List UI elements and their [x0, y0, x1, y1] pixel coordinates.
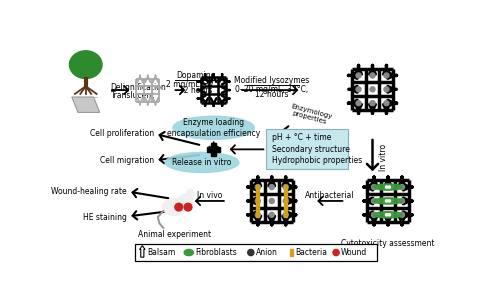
Text: Wound: Wound — [340, 248, 367, 257]
Circle shape — [386, 186, 388, 188]
Circle shape — [370, 101, 375, 106]
Text: Wound-healing rate: Wound-healing rate — [51, 187, 127, 196]
Circle shape — [269, 199, 274, 204]
Text: Dopamine: Dopamine — [176, 71, 216, 80]
Text: Cell migration: Cell migration — [100, 156, 154, 165]
Text: Anion: Anion — [256, 248, 278, 257]
Ellipse shape — [374, 184, 402, 190]
Text: Antibacterial: Antibacterial — [305, 191, 354, 200]
FancyBboxPatch shape — [266, 129, 348, 169]
Circle shape — [184, 203, 192, 211]
Bar — [290, 249, 294, 256]
Text: Fibroblasts: Fibroblasts — [195, 248, 237, 257]
Ellipse shape — [374, 212, 402, 218]
Text: Delignification: Delignification — [110, 83, 166, 92]
Ellipse shape — [184, 250, 194, 256]
Circle shape — [400, 185, 404, 190]
Circle shape — [283, 199, 288, 204]
Circle shape — [384, 73, 389, 78]
Text: 12 hours: 12 hours — [255, 90, 288, 99]
Circle shape — [386, 199, 390, 204]
Circle shape — [372, 212, 376, 217]
Text: Modified lysozymes: Modified lysozymes — [234, 76, 310, 85]
Polygon shape — [72, 97, 100, 112]
Text: Release in vitro: Release in vitro — [172, 158, 232, 167]
Ellipse shape — [165, 153, 239, 173]
FancyArrow shape — [140, 246, 145, 257]
Circle shape — [356, 101, 361, 106]
Circle shape — [248, 250, 254, 256]
Circle shape — [356, 73, 361, 78]
Ellipse shape — [374, 198, 402, 204]
Text: Cytotoxicity assessment: Cytotoxicity assessment — [341, 239, 435, 248]
Text: Animal experiment: Animal experiment — [138, 230, 212, 239]
Ellipse shape — [179, 194, 192, 206]
Circle shape — [388, 214, 390, 216]
Circle shape — [283, 212, 288, 217]
Circle shape — [386, 185, 390, 190]
Circle shape — [384, 87, 389, 92]
Circle shape — [370, 87, 375, 92]
Circle shape — [333, 250, 339, 256]
Circle shape — [256, 199, 260, 204]
Circle shape — [388, 186, 390, 188]
Text: Secondary structure: Secondary structure — [272, 145, 349, 154]
Circle shape — [400, 212, 404, 217]
Circle shape — [175, 203, 182, 211]
Circle shape — [256, 185, 260, 190]
Circle shape — [400, 199, 404, 204]
Text: Enzymology
properties: Enzymology properties — [288, 103, 333, 126]
Circle shape — [386, 212, 390, 217]
Text: 2 mg/mL, 37°C,: 2 mg/mL, 37°C, — [166, 80, 226, 89]
Ellipse shape — [70, 51, 102, 78]
Text: pH + °C + time: pH + °C + time — [272, 133, 331, 142]
Circle shape — [372, 199, 376, 204]
Bar — [284, 185, 288, 217]
Text: In vitro: In vitro — [378, 143, 388, 171]
Text: HE staining: HE staining — [83, 213, 127, 222]
Text: In vivo: In vivo — [196, 191, 222, 200]
FancyBboxPatch shape — [136, 244, 377, 261]
Circle shape — [386, 214, 388, 216]
Text: Bacteria: Bacteria — [295, 248, 327, 257]
Text: Enzyme loading
encapsulation efficiency: Enzyme loading encapsulation efficiency — [167, 118, 260, 137]
Bar — [256, 185, 260, 217]
Text: 0–20 mg/mL, 37°C,: 0–20 mg/mL, 37°C, — [235, 85, 308, 94]
Circle shape — [269, 212, 274, 217]
Text: Translucent: Translucent — [110, 91, 155, 100]
Circle shape — [269, 185, 274, 190]
Circle shape — [388, 200, 390, 202]
Circle shape — [386, 200, 388, 202]
Circle shape — [370, 73, 375, 78]
Text: Hydrophobic properties: Hydrophobic properties — [272, 156, 362, 165]
Bar — [208, 147, 220, 152]
Text: Cell proliferation: Cell proliferation — [90, 129, 154, 138]
Ellipse shape — [187, 189, 194, 197]
Text: Balsam: Balsam — [148, 248, 176, 257]
Circle shape — [283, 185, 288, 190]
Circle shape — [356, 87, 361, 92]
Text: 12 hours: 12 hours — [179, 86, 212, 95]
Circle shape — [372, 185, 376, 190]
Circle shape — [384, 101, 389, 106]
Ellipse shape — [173, 116, 254, 139]
Ellipse shape — [162, 199, 188, 216]
Circle shape — [256, 212, 260, 217]
Bar — [212, 143, 216, 155]
